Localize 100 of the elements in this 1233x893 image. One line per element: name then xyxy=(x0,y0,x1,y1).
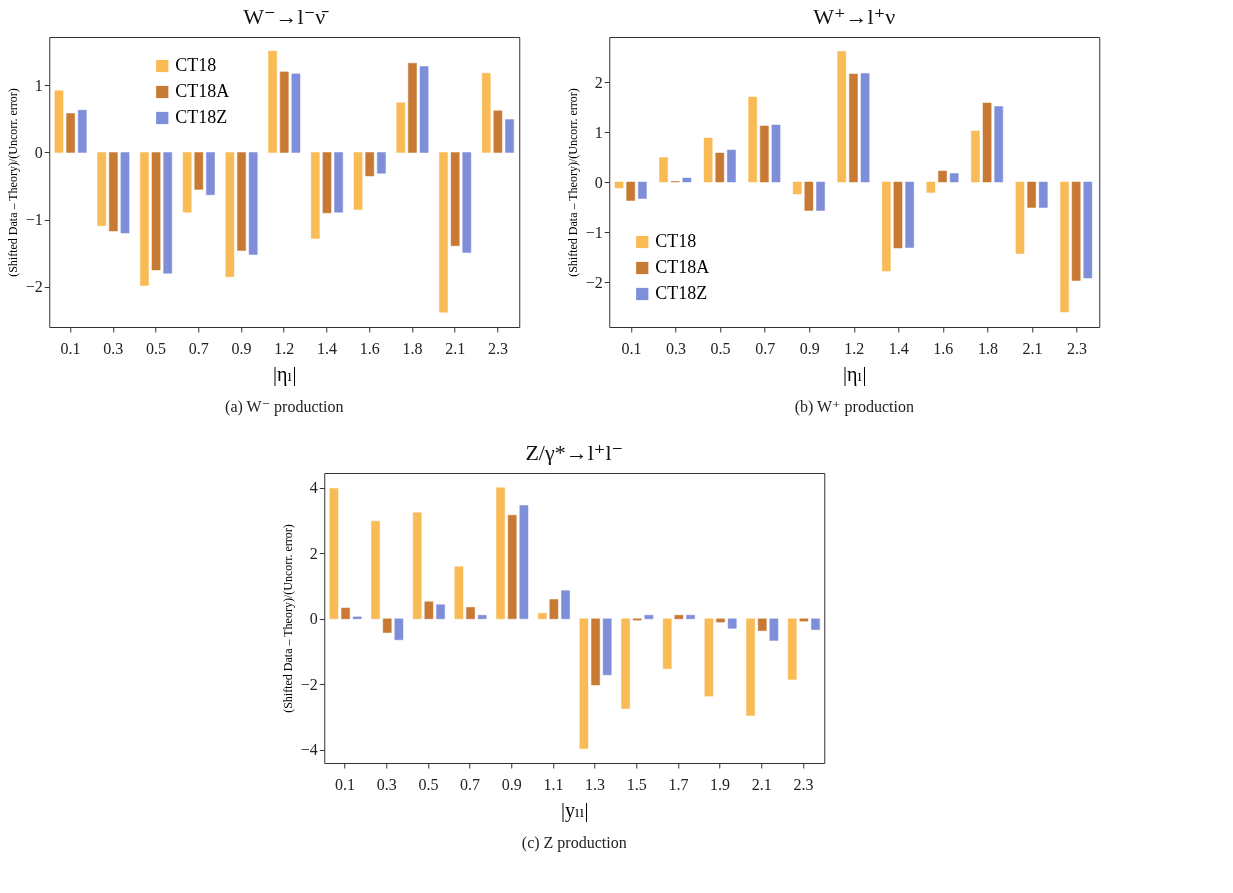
legend-label: CT18 xyxy=(655,231,697,251)
bar xyxy=(837,51,847,183)
y-tick-label: −4 xyxy=(300,741,318,759)
x-tick-label: 0.9 xyxy=(799,339,820,357)
bar xyxy=(703,137,713,183)
bar xyxy=(377,152,386,174)
bar xyxy=(436,604,445,620)
x-tick-label: 2.1 xyxy=(751,775,772,793)
bar xyxy=(682,177,692,183)
x-tick-label: 0.9 xyxy=(501,775,522,793)
chart-title: W⁺→l⁺ν xyxy=(813,4,896,29)
bar xyxy=(334,152,343,213)
x-tick-label: 1.5 xyxy=(626,775,647,793)
bar xyxy=(329,488,339,620)
bar xyxy=(893,181,903,249)
bar xyxy=(462,152,472,253)
bar xyxy=(949,173,959,183)
bar xyxy=(579,618,589,749)
x-tick-label: 0.3 xyxy=(666,339,687,357)
bar xyxy=(994,106,1004,183)
x-axis-title: |yₗₗ| xyxy=(560,798,589,822)
bar xyxy=(621,618,630,709)
bar xyxy=(507,515,517,620)
bar xyxy=(109,152,118,232)
x-tick-label: 1.7 xyxy=(668,775,689,793)
bar xyxy=(481,73,491,153)
x-tick-label: 0.1 xyxy=(60,339,81,357)
bar xyxy=(450,152,460,247)
x-tick-label: 0.5 xyxy=(418,775,439,793)
bar xyxy=(771,124,781,183)
legend-label: CT18Z xyxy=(655,283,708,303)
bar xyxy=(341,607,350,620)
x-tick-label: 1.4 xyxy=(316,339,337,357)
x-tick-label: 0.3 xyxy=(103,339,124,357)
bar xyxy=(905,181,914,248)
legend-label: CT18A xyxy=(655,257,710,277)
bar xyxy=(439,152,448,313)
bar xyxy=(466,607,475,620)
bar xyxy=(151,152,161,271)
bar xyxy=(1060,181,1069,313)
bar xyxy=(1071,181,1081,281)
bar xyxy=(787,618,797,680)
bar xyxy=(394,618,404,641)
x-tick-label: 0.7 xyxy=(460,775,481,793)
x-tick-label: 0.5 xyxy=(146,339,167,357)
bar xyxy=(674,614,684,620)
y-tick-label: −2 xyxy=(25,278,43,296)
x-tick-label: 0.1 xyxy=(335,775,356,793)
bar xyxy=(291,73,301,153)
chart-title: W⁻→l⁻ν̄ xyxy=(243,4,330,29)
legend-label: CT18 xyxy=(175,55,217,75)
bar xyxy=(120,152,130,234)
bar xyxy=(268,50,277,153)
x-tick-label: 1.9 xyxy=(710,775,731,793)
bar xyxy=(1015,181,1025,254)
bar xyxy=(454,566,464,620)
bar xyxy=(727,149,736,183)
x-tick-label: 1.6 xyxy=(933,339,954,357)
bar xyxy=(496,487,505,620)
bar xyxy=(424,601,434,620)
bar xyxy=(760,125,769,183)
bar xyxy=(1027,181,1036,208)
x-tick-label: 1.8 xyxy=(402,339,423,357)
x-tick-label: 1.4 xyxy=(888,339,909,357)
bar xyxy=(248,152,258,255)
y-tick-label: 1 xyxy=(34,76,43,94)
x-tick-label: 0.7 xyxy=(755,339,776,357)
y-tick-label: 4 xyxy=(309,479,318,497)
x-tick-label: 0.3 xyxy=(376,775,397,793)
bar xyxy=(311,152,320,239)
x-tick-label: 0.7 xyxy=(188,339,209,357)
bar xyxy=(938,170,947,183)
bar xyxy=(638,181,647,199)
bar xyxy=(602,618,612,676)
y-tick-label: −1 xyxy=(585,223,603,241)
x-tick-label: 0.9 xyxy=(231,339,252,357)
bar xyxy=(715,152,725,183)
x-tick-label: 2.3 xyxy=(793,775,814,793)
bar xyxy=(746,618,755,716)
bar xyxy=(408,62,417,153)
bar xyxy=(926,181,936,193)
bar xyxy=(54,90,64,153)
bar xyxy=(804,181,814,211)
bar xyxy=(561,590,570,620)
bar xyxy=(626,181,636,201)
bar xyxy=(477,614,487,620)
y-tick-label: 2 xyxy=(309,544,318,562)
bar xyxy=(505,119,514,153)
x-tick-label: 1.8 xyxy=(977,339,998,357)
bar xyxy=(860,73,870,183)
bar xyxy=(493,110,503,153)
x-tick-label: 0.5 xyxy=(710,339,731,357)
bar xyxy=(1038,181,1048,208)
bar xyxy=(686,614,695,620)
bar xyxy=(140,152,149,286)
bar xyxy=(419,66,429,153)
bar xyxy=(353,152,363,210)
bar xyxy=(1083,181,1093,279)
legend-label: CT18Z xyxy=(175,107,228,127)
bar xyxy=(371,520,380,620)
